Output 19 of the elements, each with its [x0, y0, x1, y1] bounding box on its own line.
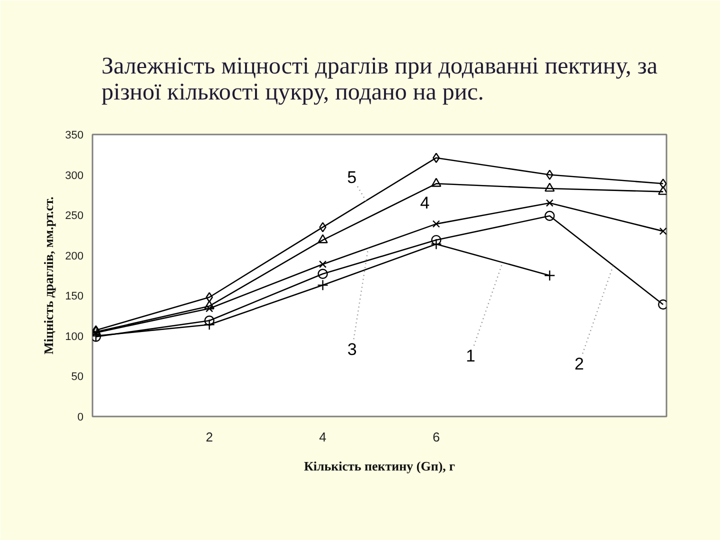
chart-title: Залежність міцності драглів при додаванні пектину, за різної кількості цукру, подано на рис.: [102, 54, 658, 106]
y-axis-title: Міцність драглів, мм.рт.ст.: [41, 196, 56, 354]
x-tick-label: 6: [432, 430, 440, 444]
series-label: 4: [420, 193, 430, 212]
y-tick-label: 150: [65, 290, 84, 303]
y-tick-label: 350: [65, 130, 84, 142]
series-label: 5: [347, 168, 357, 187]
x-tick-label: 4: [319, 430, 326, 444]
text: 2: [574, 354, 584, 374]
x-tick-label: 2: [206, 430, 213, 444]
y-tick-label: 250: [65, 210, 84, 222]
x-axis-title: Кількість пектину (Gп), г: [304, 458, 456, 474]
y-tick-label: 200: [65, 250, 84, 262]
y-tick-label: 50: [71, 371, 84, 384]
y-tick-label: 100: [65, 330, 84, 343]
y-tick-label: 0: [77, 412, 84, 424]
y-tick-label: 300: [65, 170, 84, 182]
text: 3: [347, 340, 357, 360]
text: 1: [466, 346, 476, 366]
